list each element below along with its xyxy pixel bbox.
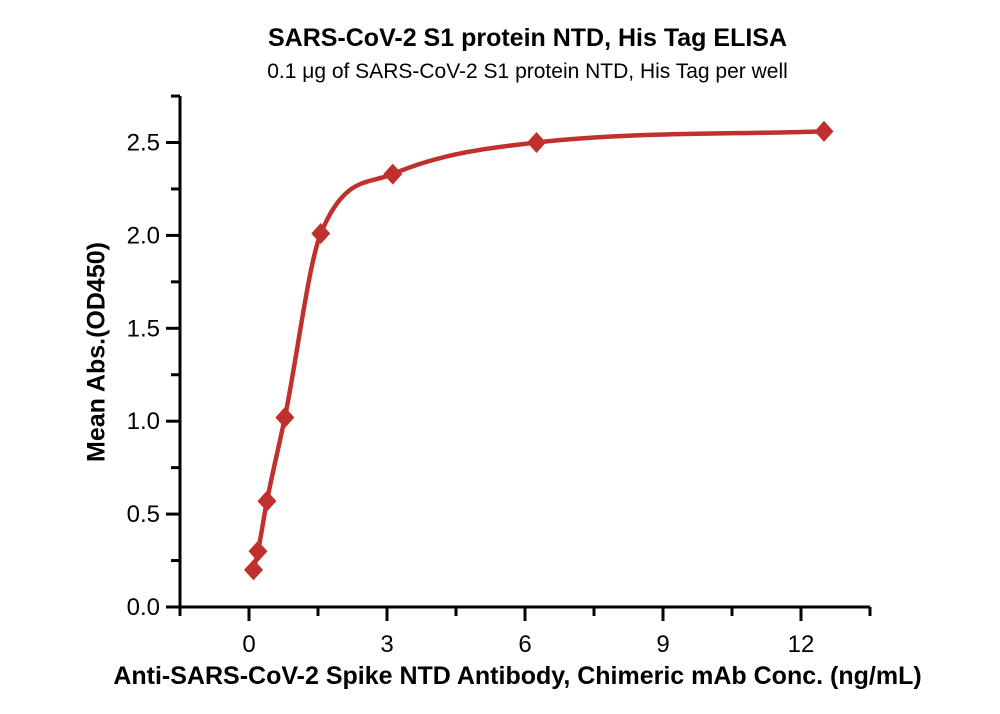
data-point-marker — [383, 163, 403, 185]
x-axis-tick-label: 0 — [242, 631, 255, 658]
data-point-marker — [311, 223, 331, 245]
chart-title: SARS-CoV-2 S1 protein NTD, His Tag ELISA — [267, 24, 788, 52]
y-axis-tick-label: 0.5 — [127, 501, 160, 528]
chart-subtitle: 0.1 μg of SARS-CoV-2 S1 protein NTD, His… — [267, 60, 788, 83]
data-point-marker — [814, 120, 834, 142]
data-point-marker — [275, 406, 295, 428]
x-axis-tick-label: 3 — [380, 631, 393, 658]
data-point-marker — [244, 559, 264, 581]
x-axis-tick-label: 6 — [518, 631, 531, 658]
y-axis-tick-label: 1.0 — [127, 408, 160, 435]
y-axis-tick-label: 2.0 — [127, 222, 160, 249]
data-point-marker — [257, 490, 277, 512]
x-axis-label: Anti-SARS-CoV-2 Spike NTD Antibody, Chim… — [113, 662, 922, 690]
x-axis-tick-label: 9 — [656, 631, 669, 658]
data-point-marker — [248, 540, 268, 562]
y-axis-tick-label: 1.5 — [127, 315, 160, 342]
y-axis-label: Mean Abs.(OD450) — [82, 242, 111, 462]
fit-curve — [251, 129, 827, 573]
y-axis-tick-label: 0.0 — [127, 594, 160, 621]
data-point-marker — [527, 132, 546, 153]
x-axis-tick-label: 12 — [788, 631, 815, 658]
y-axis-tick-label: 2.5 — [127, 130, 160, 157]
